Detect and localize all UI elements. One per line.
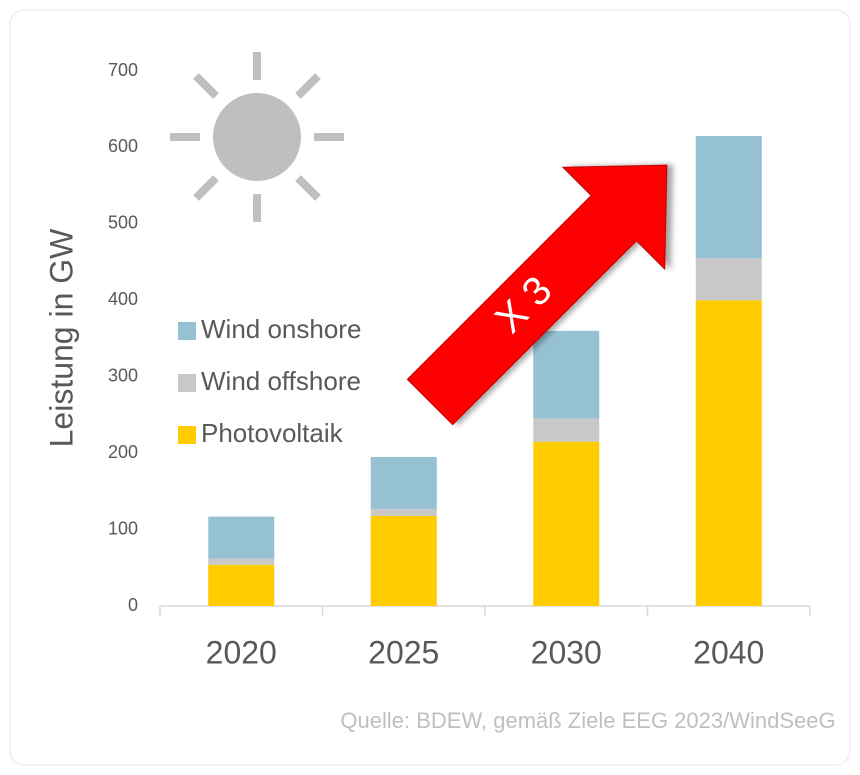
legend-label: Photovoltaik	[201, 418, 344, 448]
bar-segment	[208, 558, 275, 565]
y-tick-label: 0	[128, 595, 138, 615]
source: Quelle: BDEW, gemäß Ziele EEG 2023/WindS…	[340, 708, 835, 733]
bar-segment	[208, 564, 275, 606]
sun-icon	[170, 52, 344, 222]
arrow-shape	[406, 164, 668, 426]
y-tick-label: 400	[108, 289, 138, 309]
legend-label: Wind offshore	[201, 366, 361, 396]
frame	[9, 9, 851, 766]
legend-label: Wind onshore	[201, 314, 361, 344]
y-tick-label: 200	[108, 442, 138, 462]
x-tick-label: 2025	[368, 634, 439, 670]
y-axis-label: Leistung in GW	[43, 228, 79, 448]
legend-swatch	[178, 426, 196, 444]
bar-segment	[695, 135, 762, 259]
y-tick-label: 600	[108, 136, 138, 156]
bar-segment	[533, 418, 600, 442]
x-tick-label: 2020	[206, 634, 277, 670]
y-tick-label: 700	[108, 60, 138, 80]
bar-segment	[695, 300, 762, 606]
bar-segment	[370, 508, 437, 516]
y-tick-label: 500	[108, 213, 138, 233]
y-tick-label: 100	[108, 518, 138, 538]
legend-swatch	[178, 374, 196, 392]
legend-swatch	[178, 322, 196, 340]
bar-segment	[533, 441, 600, 606]
x-tick-label: 2030	[531, 634, 602, 670]
bar-segment	[208, 516, 275, 559]
bar-segment	[533, 330, 600, 419]
y-tick-label: 300	[108, 365, 138, 385]
bar-segment	[370, 456, 437, 509]
x-tick-label: 2040	[693, 634, 764, 670]
bar-segment	[695, 258, 762, 301]
bar-segment	[370, 515, 437, 606]
